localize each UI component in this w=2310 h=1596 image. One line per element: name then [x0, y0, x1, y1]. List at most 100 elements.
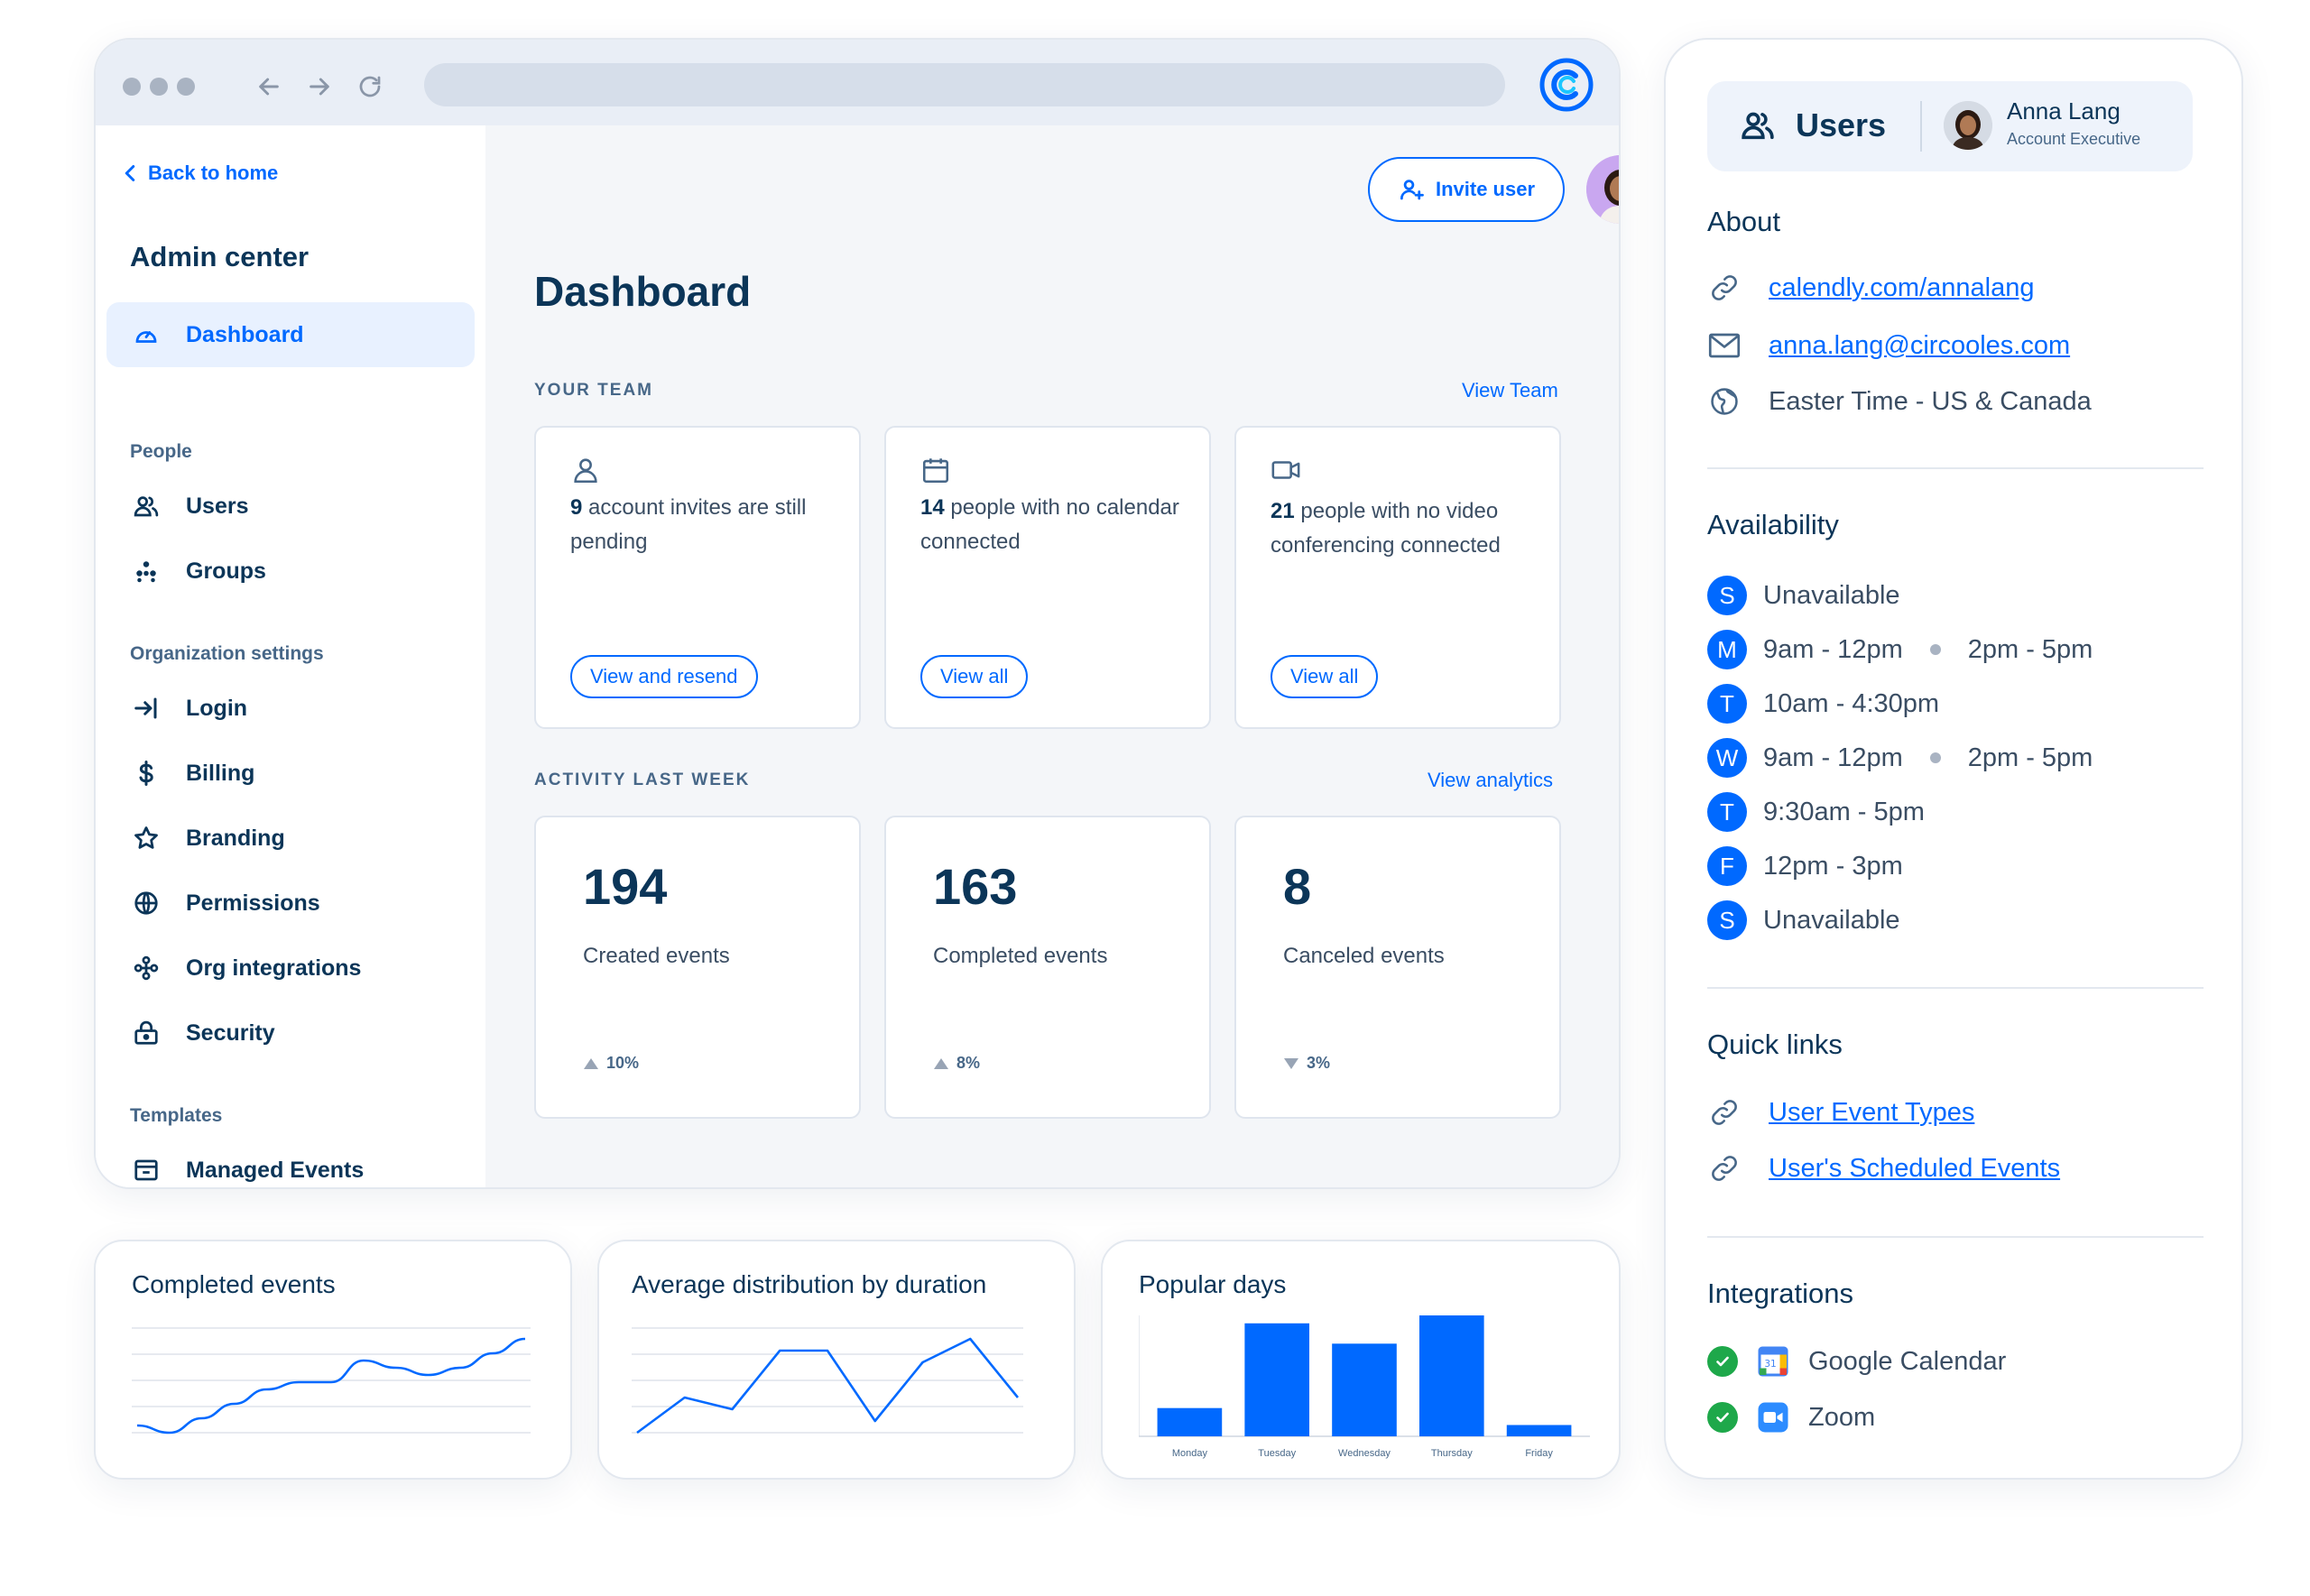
- back-arrow-icon[interactable]: [249, 67, 289, 106]
- canceled-events-stat: 8 Canceled events 3%: [1234, 816, 1561, 1119]
- profile-photo-icon: [1944, 101, 1992, 150]
- view-all-calendar-button[interactable]: View all: [920, 655, 1029, 698]
- sidebar-item-users[interactable]: Users: [130, 490, 249, 522]
- stat-label: Created events: [583, 944, 730, 968]
- day-badge: S: [1707, 900, 1747, 940]
- tile-text: 21 people with no video conferencing con…: [1270, 494, 1541, 563]
- stat-label: Canceled events: [1283, 944, 1445, 968]
- back-to-home-link[interactable]: Back to home: [123, 161, 278, 185]
- browser-toolbar: [96, 40, 1619, 125]
- invite-user-label: Invite user: [1435, 178, 1536, 200]
- tile-count: 21: [1270, 499, 1295, 523]
- day-badge: S: [1707, 576, 1747, 615]
- reload-icon[interactable]: [350, 67, 390, 106]
- users-icon: [130, 490, 162, 522]
- sidebar-item-org-integrations[interactable]: Org integrations: [130, 952, 361, 984]
- scheduling-link-row: calendly.com/annalang: [1707, 271, 2035, 305]
- groups-icon: [130, 555, 162, 587]
- view-team-link[interactable]: View Team: [1462, 379, 1558, 401]
- star-icon: [130, 822, 162, 854]
- avatar[interactable]: [1944, 101, 1992, 150]
- timezone-text: Easter Time - US & Canada: [1769, 386, 2092, 416]
- sidebar-item-groups[interactable]: Groups: [130, 555, 266, 587]
- triangle-up-icon: [584, 1057, 598, 1069]
- tile-text: 14 people with no calendar connected: [920, 491, 1191, 559]
- sidebar-item-security[interactable]: Security: [130, 1017, 275, 1049]
- view-and-resend-button[interactable]: View and resend: [570, 655, 758, 698]
- distribution-card: Average distribution by duration: [597, 1240, 1076, 1480]
- time-slot: 2pm - 5pm: [1967, 743, 2093, 772]
- card-title: Completed events: [132, 1270, 336, 1298]
- sidebar-item-billing[interactable]: Billing: [130, 757, 254, 789]
- sidebar-item-permissions[interactable]: Permissions: [130, 887, 320, 919]
- address-bar[interactable]: [424, 63, 1505, 106]
- view-all-video-button[interactable]: View all: [1270, 655, 1379, 698]
- quick-links-heading: Quick links: [1707, 1029, 1843, 1060]
- user-profile-panel: Users Anna Lang Account Executive About …: [1664, 38, 2243, 1480]
- stat-value: 163: [933, 858, 1018, 915]
- tick-label: Thursday: [1431, 1448, 1473, 1459]
- lock-icon: [130, 1017, 162, 1049]
- user-event-types-link[interactable]: User Event Types: [1769, 1097, 1975, 1127]
- bar: [1244, 1323, 1310, 1436]
- sidebar-item-login[interactable]: Login: [130, 692, 247, 724]
- scheduled-events-link[interactable]: User's Scheduled Events: [1769, 1153, 2061, 1183]
- sidebar-item-label: Org integrations: [186, 955, 362, 981]
- sidebar-item-managed-events[interactable]: Managed Events: [130, 1154, 364, 1186]
- sidebar-item-label: Security: [186, 1019, 275, 1046]
- admin-sidebar: Back to home Admin center Dashboard Peop…: [96, 125, 485, 1187]
- stat-change: 10%: [583, 1054, 639, 1073]
- day-badge: T: [1707, 792, 1747, 832]
- availability-row: M 9am - 12pm 2pm - 5pm: [1707, 630, 2093, 669]
- tile-description: people with no video conferencing connec…: [1270, 499, 1501, 558]
- forward-arrow-icon[interactable]: [300, 67, 339, 106]
- view-analytics-link[interactable]: View analytics: [1428, 769, 1553, 791]
- triangle-down-icon: [1284, 1057, 1298, 1069]
- sidebar-item-label: Billing: [186, 760, 255, 786]
- availability-row: S Unavailable: [1707, 576, 1900, 615]
- sidebar-item-branding[interactable]: Branding: [130, 822, 285, 854]
- bar: [1418, 1315, 1484, 1436]
- sidebar-item-dashboard[interactable]: Dashboard: [130, 318, 304, 351]
- availability-row: F 12pm - 3pm: [1707, 846, 1903, 886]
- time-slot: 2pm - 5pm: [1967, 634, 2093, 664]
- sidebar-item-label: Users: [186, 493, 249, 519]
- svg-text:31: 31: [1764, 1359, 1776, 1370]
- time-slot: 9am - 12pm: [1763, 743, 1903, 772]
- popular-days-card: Popular days Monday Tuesday Wednesday Thurs…: [1101, 1240, 1621, 1480]
- no-video-tile: 21 people with no video conferencing con…: [1234, 426, 1561, 729]
- sidebar-active-highlight: [106, 302, 475, 367]
- bar: [1332, 1343, 1397, 1436]
- calendar-icon: [922, 458, 949, 484]
- email-link[interactable]: anna.lang@circooles.com: [1769, 330, 2071, 360]
- tick-label: Tuesday: [1258, 1448, 1296, 1459]
- invite-user-button[interactable]: Invite user: [1368, 157, 1565, 222]
- series-line: [136, 1337, 526, 1435]
- user-role: Account Executive: [2007, 130, 2141, 148]
- window-maximize-dot[interactable]: [177, 78, 195, 96]
- users-icon: [1742, 112, 1774, 140]
- completed-events-card: Completed events: [94, 1240, 572, 1480]
- window-close-dot[interactable]: [123, 78, 141, 96]
- time-slot: 9am - 12pm: [1763, 634, 1903, 664]
- no-calendar-tile: 14 people with no calendar connected Vie…: [884, 426, 1211, 729]
- add-user-icon: [1400, 180, 1424, 200]
- calendly-logo-icon[interactable]: [1539, 58, 1594, 112]
- quick-link-row: User Event Types: [1707, 1095, 1974, 1130]
- card-title: Popular days: [1139, 1270, 1287, 1298]
- email-row: anna.lang@circooles.com: [1707, 328, 2070, 363]
- integrations-icon: [130, 952, 162, 984]
- window-minimize-dot[interactable]: [150, 78, 168, 96]
- time-slot: 12pm - 3pm: [1763, 851, 1903, 881]
- day-badge: F: [1707, 846, 1747, 886]
- sidebar-item-label: Branding: [186, 825, 285, 851]
- slot-separator: [1929, 752, 1941, 763]
- scheduling-link[interactable]: calendly.com/annalang: [1769, 272, 2035, 302]
- section-templates-label: Templates: [130, 1105, 223, 1126]
- time-slot: Unavailable: [1763, 580, 1900, 610]
- stat-change-value: 10%: [606, 1054, 640, 1072]
- integration-name: Zoom: [1808, 1402, 1876, 1432]
- tile-description: account invites are still pending: [570, 495, 807, 554]
- page-title: Dashboard: [534, 268, 752, 315]
- tile-count: 14: [920, 495, 945, 520]
